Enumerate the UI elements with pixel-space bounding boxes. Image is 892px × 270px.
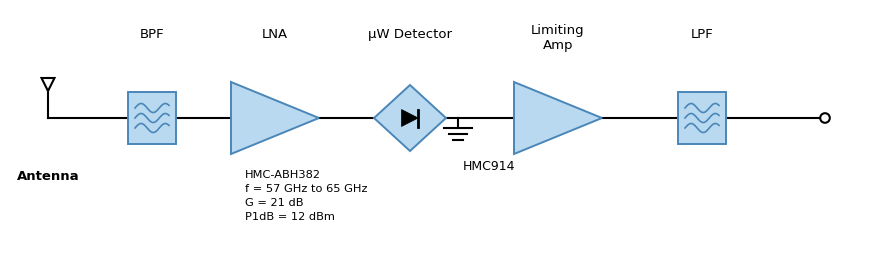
Text: μW Detector: μW Detector	[368, 28, 452, 41]
Text: Antenna: Antenna	[17, 170, 79, 183]
Text: LNA: LNA	[262, 28, 288, 41]
Polygon shape	[514, 82, 602, 154]
Text: BPF: BPF	[140, 28, 164, 41]
Polygon shape	[374, 85, 446, 151]
Text: HMC914: HMC914	[463, 160, 516, 173]
Polygon shape	[42, 78, 54, 91]
Text: Limiting
Amp: Limiting Amp	[532, 24, 585, 52]
Text: HMC-ABH382
f = 57 GHz to 65 GHz
G = 21 dB
P1dB = 12 dBm: HMC-ABH382 f = 57 GHz to 65 GHz G = 21 d…	[245, 170, 368, 222]
Polygon shape	[401, 110, 418, 127]
Polygon shape	[231, 82, 319, 154]
Circle shape	[821, 113, 830, 123]
Bar	[678, 92, 726, 144]
Bar	[128, 92, 176, 144]
Text: LPF: LPF	[690, 28, 714, 41]
